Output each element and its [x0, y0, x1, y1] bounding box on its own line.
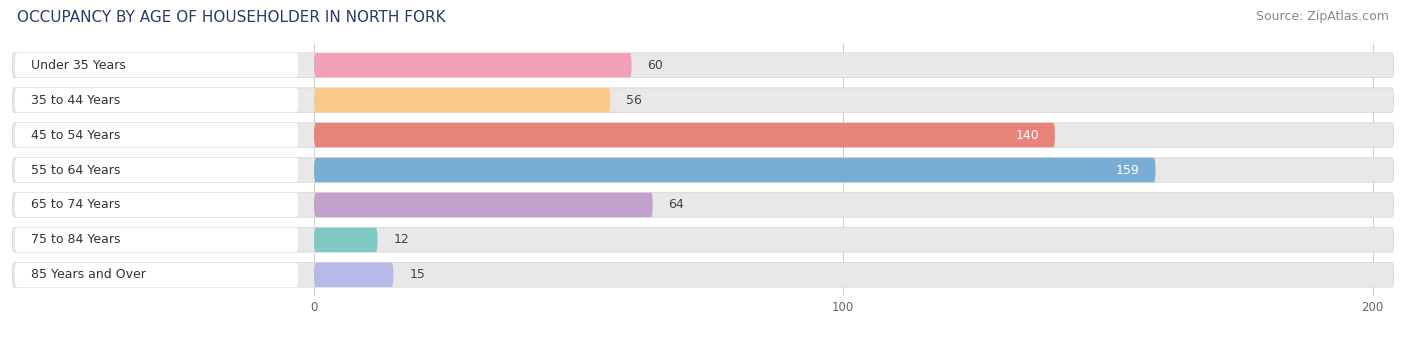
Text: 35 to 44 Years: 35 to 44 Years	[31, 94, 120, 107]
Text: 85 Years and Over: 85 Years and Over	[31, 268, 146, 281]
Text: Source: ZipAtlas.com: Source: ZipAtlas.com	[1256, 10, 1389, 23]
FancyBboxPatch shape	[314, 193, 652, 217]
Text: 140: 140	[1015, 129, 1039, 141]
Text: 15: 15	[409, 268, 425, 281]
FancyBboxPatch shape	[13, 123, 1393, 147]
Text: 64: 64	[669, 199, 685, 211]
Text: 56: 56	[626, 94, 643, 107]
Text: Under 35 Years: Under 35 Years	[31, 59, 125, 72]
Text: 60: 60	[647, 59, 664, 72]
Text: 55 to 64 Years: 55 to 64 Years	[31, 164, 121, 176]
FancyBboxPatch shape	[314, 123, 1054, 147]
FancyBboxPatch shape	[13, 88, 1393, 112]
Text: 65 to 74 Years: 65 to 74 Years	[31, 199, 121, 211]
Text: 159: 159	[1116, 164, 1140, 176]
FancyBboxPatch shape	[15, 228, 298, 252]
FancyBboxPatch shape	[15, 262, 298, 287]
FancyBboxPatch shape	[15, 158, 298, 182]
Text: OCCUPANCY BY AGE OF HOUSEHOLDER IN NORTH FORK: OCCUPANCY BY AGE OF HOUSEHOLDER IN NORTH…	[17, 10, 446, 25]
FancyBboxPatch shape	[13, 228, 1393, 252]
FancyBboxPatch shape	[314, 228, 377, 252]
FancyBboxPatch shape	[15, 88, 298, 112]
FancyBboxPatch shape	[314, 158, 1156, 182]
Text: 75 to 84 Years: 75 to 84 Years	[31, 233, 121, 246]
FancyBboxPatch shape	[15, 53, 298, 78]
Text: 12: 12	[394, 233, 409, 246]
FancyBboxPatch shape	[15, 193, 298, 217]
FancyBboxPatch shape	[13, 53, 1393, 78]
FancyBboxPatch shape	[314, 88, 610, 112]
FancyBboxPatch shape	[13, 158, 1393, 182]
Text: 45 to 54 Years: 45 to 54 Years	[31, 129, 121, 141]
FancyBboxPatch shape	[13, 262, 1393, 287]
FancyBboxPatch shape	[314, 53, 631, 78]
FancyBboxPatch shape	[15, 123, 298, 147]
FancyBboxPatch shape	[314, 262, 394, 287]
FancyBboxPatch shape	[13, 193, 1393, 217]
